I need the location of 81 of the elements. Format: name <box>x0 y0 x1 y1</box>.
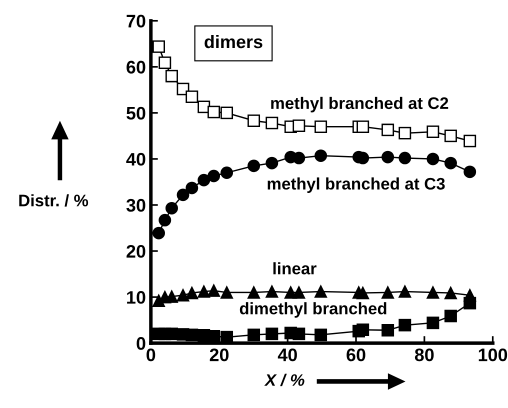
y-tick-label: 20 <box>126 244 146 258</box>
y-axis-title: Distr. / % <box>19 194 88 207</box>
point <box>165 202 178 214</box>
point <box>176 188 190 202</box>
point <box>398 152 412 164</box>
point <box>248 328 260 342</box>
point <box>176 82 190 96</box>
series-label: dimethyl branched <box>240 302 386 318</box>
point <box>398 285 412 298</box>
x-tick-label: 0 <box>146 348 156 362</box>
point <box>152 40 165 53</box>
point <box>426 126 440 138</box>
point <box>165 328 178 340</box>
point <box>152 226 165 240</box>
point <box>314 120 328 133</box>
point <box>208 284 220 297</box>
point <box>220 106 234 120</box>
point <box>208 170 220 182</box>
x-tick-label: 60 <box>346 348 366 362</box>
point <box>198 285 210 298</box>
point <box>186 90 198 104</box>
point <box>426 316 440 330</box>
y-tick-label: 0 <box>136 337 146 350</box>
series-label: linear <box>273 262 316 274</box>
y-tick-label: 50 <box>126 106 146 120</box>
x-tick-label: 40 <box>278 348 297 362</box>
series-label: methyl branched at C2 <box>271 96 448 112</box>
point <box>292 152 306 164</box>
point <box>382 124 394 136</box>
point <box>248 114 260 127</box>
point <box>444 310 457 322</box>
point <box>382 286 394 299</box>
point <box>426 286 440 299</box>
point <box>266 328 278 340</box>
point <box>444 286 457 300</box>
point <box>292 286 306 299</box>
point <box>314 149 328 162</box>
point <box>208 106 220 118</box>
x-tick-label: 80 <box>414 348 434 362</box>
point <box>158 214 172 226</box>
point <box>176 288 190 302</box>
point <box>314 328 328 342</box>
point <box>248 160 260 172</box>
point <box>248 286 260 299</box>
x-tick-label: 20 <box>210 348 229 362</box>
point <box>198 174 210 186</box>
x-axis-title: X / % <box>264 374 304 386</box>
y-tick-label: 30 <box>126 198 146 212</box>
point <box>266 285 278 298</box>
point <box>426 152 440 166</box>
annotation: dimers <box>204 34 262 48</box>
point <box>464 166 476 178</box>
point <box>186 182 198 194</box>
point <box>464 296 476 310</box>
point <box>292 328 306 340</box>
y-tick-label: 40 <box>126 152 146 166</box>
point <box>266 156 278 170</box>
y-tick-label: 60 <box>126 60 146 74</box>
point <box>165 70 178 82</box>
point <box>464 134 476 148</box>
point <box>186 286 198 300</box>
point <box>220 286 234 299</box>
point <box>266 116 278 130</box>
point <box>398 126 412 140</box>
point <box>356 286 370 300</box>
y-tick-label: 70 <box>126 14 146 28</box>
y-tick-label: 10 <box>127 291 146 304</box>
point <box>444 130 457 142</box>
point <box>158 56 172 69</box>
point <box>444 156 457 170</box>
x-tick-label: 100 <box>478 348 508 362</box>
point <box>398 318 412 332</box>
point <box>356 120 370 133</box>
point <box>314 285 328 298</box>
point <box>292 120 306 132</box>
point <box>382 324 394 336</box>
point <box>382 150 394 164</box>
point <box>220 166 234 180</box>
point <box>356 324 370 336</box>
point <box>186 328 198 342</box>
series-label: methyl branched at C3 <box>268 177 445 193</box>
